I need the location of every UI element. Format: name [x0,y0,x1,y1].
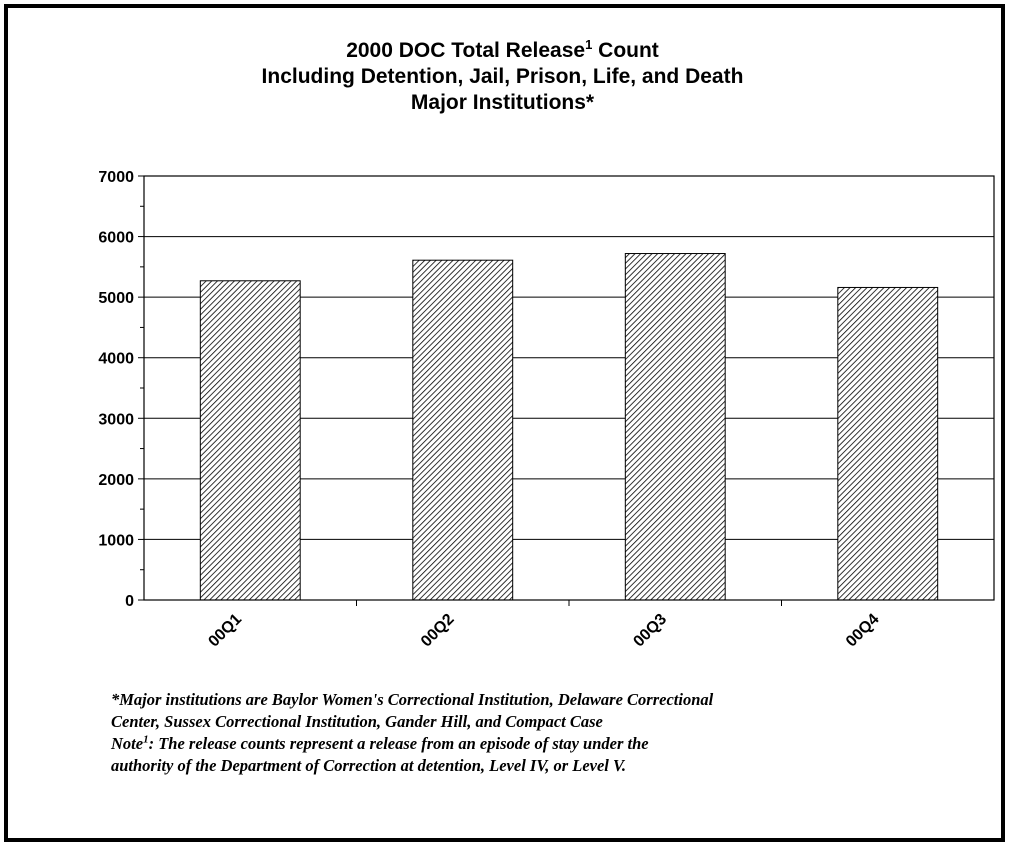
y-tick-label: 1000 [98,532,134,549]
footnote-line-4: authority of the Department of Correctio… [111,756,627,775]
title-line-2: Including Detention, Jail, Prison, Life,… [261,65,744,88]
bars [199,253,939,601]
note-footnote-marker: 1 [143,733,149,746]
chart-title: 2000 DOC Total Release1 Count Including … [0,38,1005,116]
footnote-line-1: *Major institutions are Baylor Women's C… [111,690,714,709]
x-tick-label: 00Q2 [418,611,458,651]
title-line-3: Major Institutions* [410,91,595,114]
y-tick-label: 6000 [98,230,134,247]
y-tick-label: 7000 [98,169,134,186]
y-tick-label: 4000 [98,351,134,368]
x-tick-label: 00Q4 [843,611,883,651]
y-tick-label: 2000 [98,472,134,489]
bar [412,259,514,601]
bar [624,253,726,601]
y-tick-label: 0 [125,593,134,610]
title-line-1: 2000 DOC Total Release1 Count [0,38,1005,64]
bar [199,280,301,601]
y-tick-label: 3000 [98,411,134,428]
y-tick-label: 5000 [98,290,134,307]
title-footnote-marker: 1 [585,37,593,52]
footnotes: *Major institutions are Baylor Women's C… [111,689,971,777]
x-tick-label: 00Q3 [630,611,670,651]
title-line-1-text: 2000 DOC Total Release [346,39,586,62]
plot-area-border [143,175,995,601]
footnote-line-2: Center, Sussex Correctional Institution,… [111,712,603,731]
note-label: Note [111,734,144,753]
footnote-line-3: Note1: The release counts represent a re… [111,733,971,755]
bar [837,286,939,601]
x-tick-label: 00Q1 [205,611,245,651]
note-text: : The release counts represent a release… [148,734,649,753]
title-line-1-suffix: Count [592,39,659,62]
